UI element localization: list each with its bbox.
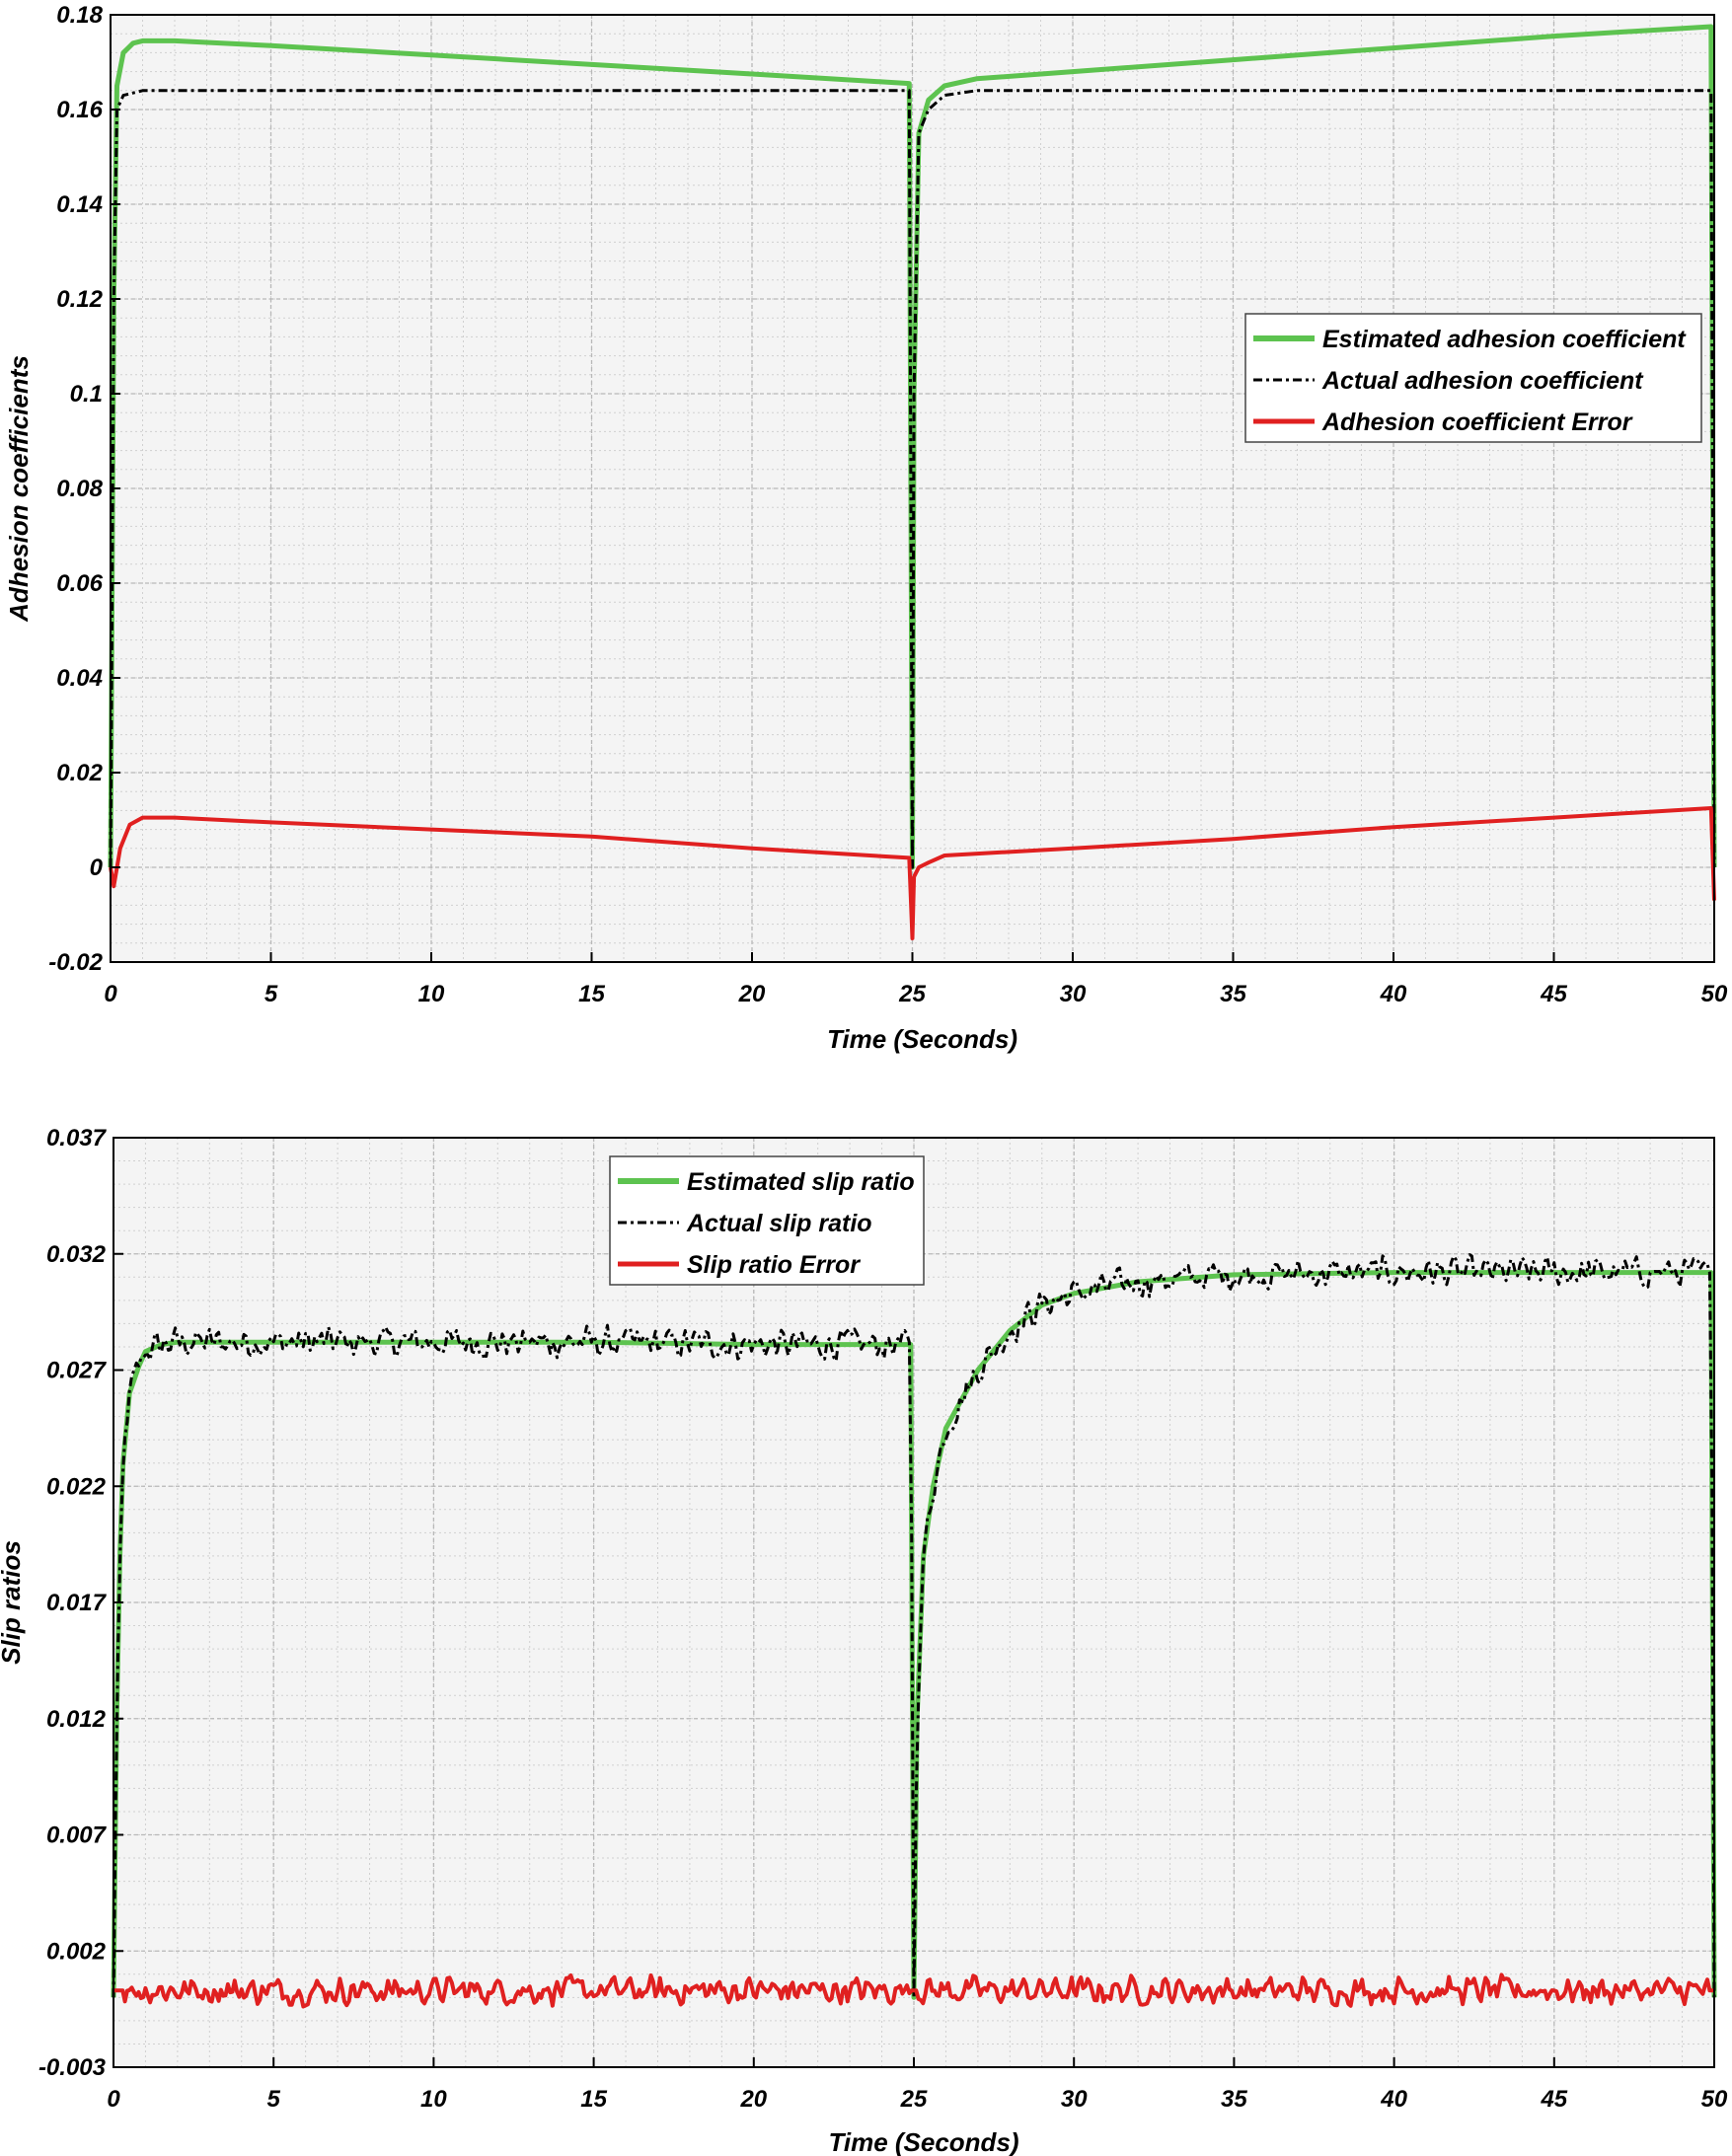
y-tick-label: 0.08: [56, 476, 103, 502]
x-tick-label: 10: [420, 2086, 447, 2113]
x-axis-label: Time (Seconds): [827, 1024, 1017, 1054]
x-tick-label: 5: [267, 2086, 281, 2113]
x-axis-label: Time (Seconds): [828, 2127, 1018, 2156]
x-tick-label: 25: [900, 2086, 928, 2113]
y-tick-label: 0.06: [56, 570, 103, 597]
y-tick-label: 0.032: [46, 1241, 107, 1268]
y-tick-label: 0.022: [46, 1473, 107, 1500]
legend: Estimated adhesion coefficient Actual adh…: [1244, 313, 1702, 443]
legend-label-3: Slip ratio Error: [687, 1251, 861, 1279]
series-line-3: [109, 806, 1716, 940]
legend: Estimated slip ratio Actual slip ratio Sli…: [609, 1155, 925, 1286]
y-tick-label: 0.18: [56, 2, 103, 29]
y-tick-label: 0.04: [56, 665, 103, 692]
y-tick-label: 0.012: [46, 1706, 107, 1733]
y-tick-label: 0.007: [46, 1822, 108, 1849]
x-tick-label: 45: [1540, 981, 1567, 1007]
series-line-2: [112, 1253, 1716, 1999]
y-tick-label: 0.12: [56, 286, 103, 313]
x-tick-label: 30: [1060, 981, 1087, 1007]
legend-label-1: Estimated slip ratio: [687, 1168, 915, 1196]
legend-label-3: Adhesion coefficient Error: [1321, 409, 1633, 436]
series-line-1: [111, 1270, 1717, 2000]
y-tick-label: 0.16: [56, 97, 103, 123]
legend-label-2: Actual adhesion coefficient: [1321, 367, 1644, 395]
x-tick-label: 50: [1701, 981, 1728, 1007]
y-tick-label: 0: [90, 855, 104, 881]
x-tick-label: 0: [104, 981, 117, 1007]
y-tick-label: -0.02: [48, 949, 103, 976]
x-tick-label: 5: [264, 981, 278, 1007]
y-tick-label: 0.14: [56, 191, 103, 218]
series-line-1: [108, 24, 1717, 870]
legend-label-2: Actual slip ratio: [686, 1210, 872, 1237]
series-line-2: [109, 89, 1716, 869]
x-tick-label: 20: [739, 2086, 767, 2113]
x-tick-label: 50: [1701, 2086, 1728, 2113]
y-axis-label: Slip ratios: [0, 1540, 26, 1665]
x-tick-label: 15: [580, 2086, 607, 2113]
x-tick-label: 35: [1220, 981, 1246, 1007]
y-tick-label: 0.02: [56, 760, 103, 786]
x-tick-label: 40: [1380, 2086, 1407, 2113]
x-tick-label: 25: [898, 981, 926, 1007]
legend-label-1: Estimated adhesion coefficient: [1322, 326, 1687, 353]
x-tick-label: 40: [1380, 981, 1407, 1007]
x-tick-label: 45: [1540, 2086, 1567, 2113]
chart-2: 0 5 10 15 20 25 30 35 40 45 50 -0.003 0.002 0.007 0.01…: [0, 1125, 1728, 2156]
x-tick-label: 20: [738, 981, 766, 1007]
x-tick-label: 0: [107, 2086, 120, 2113]
y-tick-label: 0.027: [46, 1358, 108, 1384]
y-tick-label: 0.017: [46, 1590, 108, 1616]
x-tick-label: 30: [1061, 2086, 1088, 2113]
series-line-3: [113, 1972, 1714, 2009]
y-axis-label: Adhesion coefficients: [4, 355, 34, 623]
legend-box: [1244, 313, 1702, 443]
y-tick-label: 0.002: [46, 1938, 107, 1965]
chart-1: 0 5 10 15 20 25 30 35 40 45 50-0.0200.020.040.060.…: [4, 2, 1728, 1054]
x-tick-label: 10: [418, 981, 445, 1007]
y-tick-label: 0.037: [46, 1125, 108, 1152]
y-tick-label: -0.003: [38, 2054, 107, 2081]
y-tick-label: 0.1: [70, 381, 103, 408]
x-tick-label: 35: [1221, 2086, 1247, 2113]
x-tick-label: 15: [578, 981, 605, 1007]
